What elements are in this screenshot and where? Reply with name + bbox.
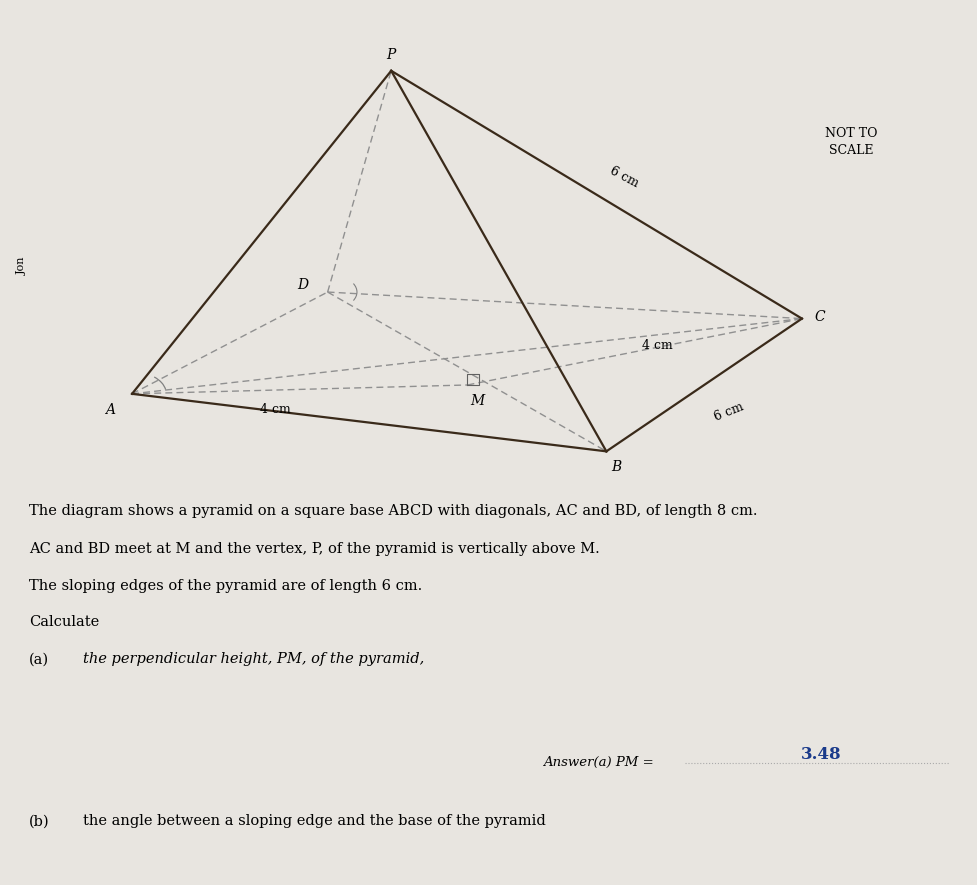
Text: B: B [611, 460, 620, 474]
Text: The diagram shows a pyramid on a square base ABCD with diagonals, AC and BD, of : The diagram shows a pyramid on a square … [29, 504, 757, 519]
Text: the perpendicular height, PM, of the pyramid,: the perpendicular height, PM, of the pyr… [83, 652, 424, 666]
Text: (b): (b) [29, 814, 50, 828]
Text: Answer(a) PM =: Answer(a) PM = [542, 757, 653, 769]
Text: Jon: Jon [17, 257, 26, 274]
Text: 4 cm: 4 cm [641, 339, 672, 351]
Text: The sloping edges of the pyramid are of length 6 cm.: The sloping edges of the pyramid are of … [29, 579, 422, 593]
Text: D: D [297, 278, 309, 292]
Text: NOT TO
SCALE: NOT TO SCALE [824, 127, 876, 157]
Text: Calculate: Calculate [29, 615, 100, 629]
Text: (a): (a) [29, 652, 50, 666]
Text: 4 cm: 4 cm [260, 404, 291, 416]
Text: M: M [470, 394, 484, 408]
Text: 3.48: 3.48 [800, 745, 841, 763]
Text: 6 cm: 6 cm [607, 164, 640, 190]
Text: the angle between a sloping edge and the base of the pyramid: the angle between a sloping edge and the… [83, 814, 545, 828]
Text: AC and BD meet at M and the vertex, P, of the pyramid is vertically above M.: AC and BD meet at M and the vertex, P, o… [29, 542, 600, 556]
Text: C: C [814, 310, 824, 324]
Text: 6 cm: 6 cm [711, 400, 744, 423]
Text: A: A [106, 403, 115, 417]
Text: P: P [386, 48, 396, 62]
